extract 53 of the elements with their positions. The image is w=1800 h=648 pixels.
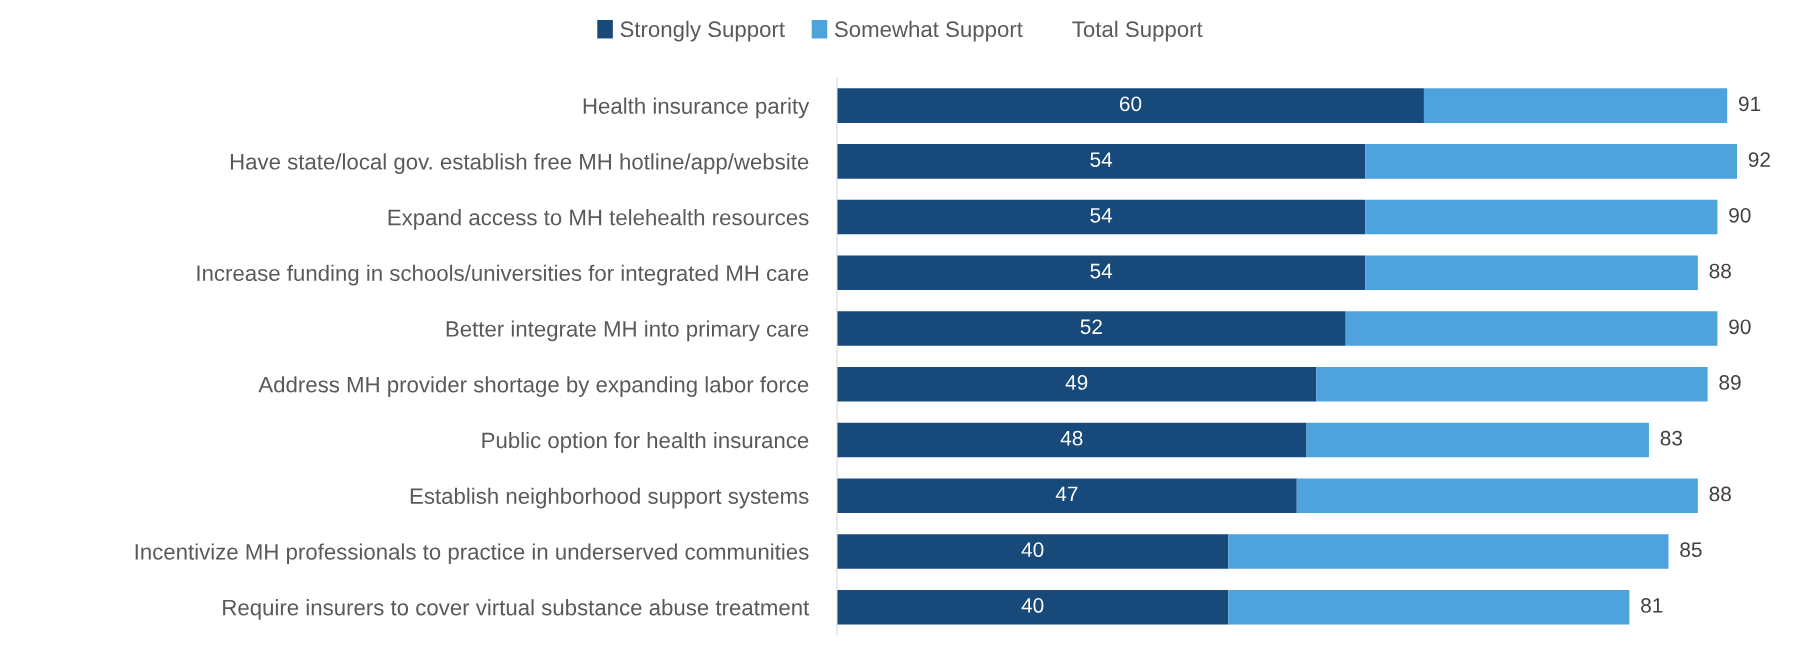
- bar: [837, 144, 1366, 179]
- data-label: 49: [1065, 375, 1088, 390]
- total-label: 91: [1738, 96, 1761, 112]
- data-label: 48: [1060, 430, 1083, 446]
- bar: [1316, 366, 1708, 402]
- bar: [1365, 144, 1737, 179]
- data-label: 60: [1119, 96, 1142, 112]
- bar: [1365, 255, 1698, 291]
- total-label: 90: [1729, 319, 1751, 335]
- text: Total Support: [1072, 20, 1203, 42]
- y-tick-label: Increase funding in schools/universities for integrated MH care: [197, 264, 809, 286]
- bar: [837, 199, 1366, 235]
- bar: [1345, 311, 1718, 346]
- bar: [837, 255, 1366, 291]
- legend-label: Strongly Support: [620, 20, 785, 42]
- total-label: 83: [1660, 430, 1683, 446]
- bar: [837, 422, 1307, 458]
- y-tick-label: Public option for health insurance: [482, 431, 809, 453]
- bar: [1296, 478, 1698, 513]
- data-label: 40: [1021, 598, 1044, 613]
- bar: [837, 534, 1229, 569]
- total-label: 85: [1680, 542, 1702, 558]
- total-label: 92: [1748, 152, 1770, 167]
- data-label: 47: [1055, 486, 1078, 502]
- bar: [1228, 534, 1669, 569]
- total-label: 89: [1719, 375, 1741, 390]
- y-tick-label: Better integrate MH into primary care: [446, 320, 809, 342]
- bar: [837, 311, 1346, 346]
- bar: [837, 88, 1424, 123]
- data-label: 54: [1090, 263, 1113, 279]
- data-label: 52: [1080, 319, 1102, 335]
- y-tick-label: Incentivize MH professionals to practice in underserved communities: [135, 543, 809, 565]
- y-tick-label: Establish neighborhood support systems: [410, 487, 809, 509]
- y-tick-label: Have state/local gov. establish free MH hotline/app/website: [230, 153, 809, 175]
- legend-label: Somewhat Support: [834, 20, 1023, 42]
- y-tick-label: Require insurers to cover virtual substance abuse treatment: [223, 599, 810, 620]
- data-label: 54: [1090, 152, 1113, 167]
- bar: [1228, 589, 1630, 625]
- bar: [1365, 199, 1718, 235]
- bar: [837, 366, 1317, 402]
- bar: [837, 478, 1297, 513]
- data-label: 54: [1090, 208, 1113, 223]
- bar: [1306, 422, 1649, 458]
- data-label: 40: [1021, 542, 1044, 558]
- y-tick-label: Health insurance parity: [583, 97, 810, 119]
- bar: [1423, 88, 1728, 123]
- total-label: 88: [1709, 486, 1731, 502]
- y-tick-label: Address MH provider shortage by expanding labor force: [258, 376, 809, 397]
- total-label: 90: [1729, 207, 1751, 223]
- bar: [837, 589, 1229, 625]
- total-label: 88: [1709, 263, 1731, 279]
- total-label: 81: [1641, 598, 1663, 613]
- y-tick-label: Expand access to MH telehealth resources: [388, 209, 809, 230]
